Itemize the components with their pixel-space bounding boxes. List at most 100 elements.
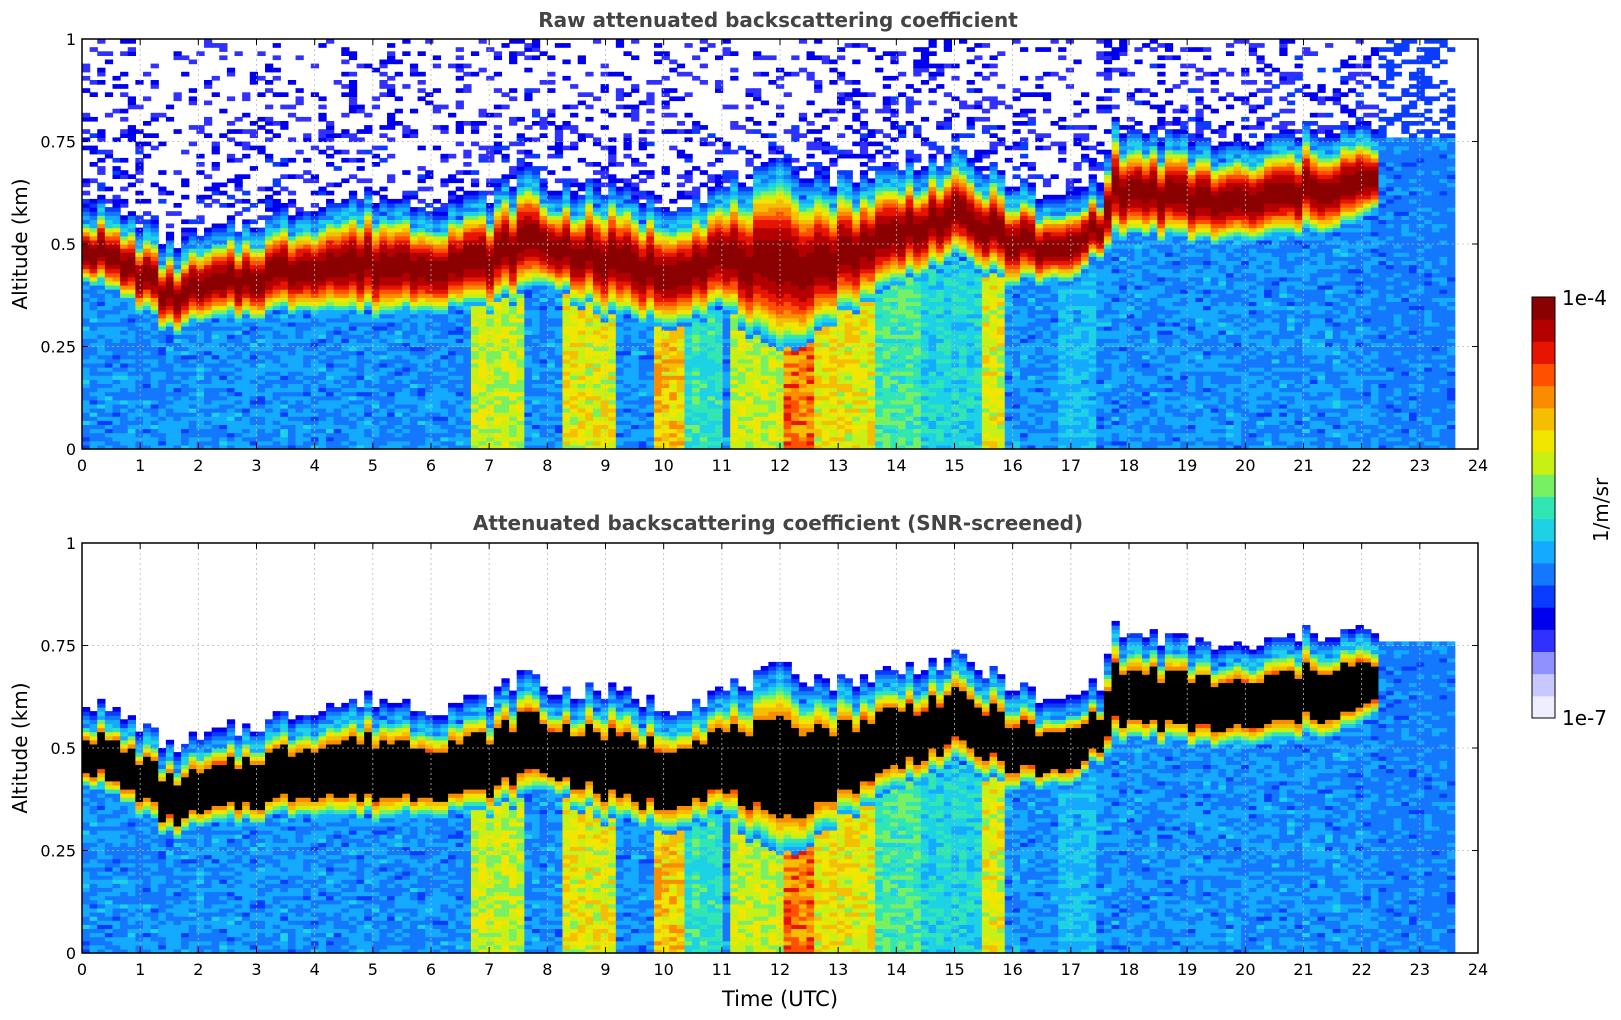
- heatmap-cell: [188, 100, 197, 106]
- heatmap-cell: [242, 129, 251, 134]
- heatmap-cell: [600, 207, 609, 212]
- heatmap-cell: [364, 408, 373, 413]
- heatmap-cell: [196, 313, 205, 319]
- heatmap-cell: [97, 80, 106, 85]
- heatmap-cell: [234, 248, 243, 253]
- heatmap-cell: [211, 334, 220, 339]
- heatmap-cell: [516, 248, 525, 253]
- heatmap-cell: [493, 149, 503, 155]
- heatmap-cell: [211, 367, 220, 372]
- heatmap-cell: [455, 276, 464, 282]
- heatmap-cell: [364, 387, 373, 393]
- heatmap-cell: [608, 362, 617, 368]
- heatmap-cell: [592, 317, 602, 323]
- heatmap-cell: [394, 276, 403, 282]
- heatmap-cell: [524, 166, 533, 171]
- heatmap-cell: [165, 285, 175, 290]
- heatmap-cell: [417, 297, 426, 302]
- heatmap-cell: [402, 440, 411, 446]
- heatmap-cell: [531, 420, 541, 425]
- heatmap-cell: [432, 239, 442, 245]
- heatmap-cell: [257, 367, 266, 372]
- heatmap-cell: [570, 350, 579, 356]
- heatmap-cell: [226, 178, 236, 184]
- heatmap-cell: [432, 297, 442, 302]
- heatmap-cell: [402, 420, 411, 425]
- heatmap-cell: [432, 215, 442, 220]
- heatmap-cell: [417, 178, 426, 184]
- heatmap-cell: [615, 248, 625, 253]
- heatmap-cell: [455, 379, 464, 384]
- heatmap-cell: [82, 367, 91, 372]
- heatmap-cell: [600, 383, 609, 389]
- heatmap-cell: [531, 354, 541, 360]
- heatmap-cell: [326, 416, 335, 421]
- heatmap-cell: [188, 219, 197, 225]
- heatmap-cell: [356, 252, 365, 257]
- heatmap-cell: [600, 219, 609, 225]
- heatmap-cell: [127, 313, 136, 319]
- heatmap-cell: [341, 305, 350, 311]
- heatmap-cell: [143, 260, 152, 266]
- heatmap-cell: [89, 428, 98, 434]
- heatmap-cell: [150, 272, 159, 278]
- heatmap-cell: [181, 379, 190, 384]
- heatmap-cell: [265, 268, 274, 274]
- heatmap-cell: [158, 350, 167, 356]
- heatmap-cell: [348, 399, 358, 405]
- heatmap-cell: [608, 149, 617, 155]
- heatmap-cell: [600, 125, 609, 130]
- heatmap-cell: [539, 379, 548, 384]
- heatmap-cell: [135, 145, 144, 151]
- heatmap-cell: [348, 350, 358, 356]
- heatmap-cell: [234, 330, 243, 335]
- heatmap-cell: [303, 362, 312, 368]
- heatmap-cell: [448, 301, 457, 307]
- heatmap-cell: [387, 223, 396, 229]
- heatmap-cell: [577, 280, 586, 286]
- heatmap-cell: [470, 383, 480, 389]
- heatmap-cell: [524, 408, 533, 413]
- heatmap-cell: [150, 231, 159, 237]
- heatmap-cell: [440, 338, 449, 343]
- heatmap-cell: [348, 88, 358, 93]
- heatmap-cell: [409, 399, 419, 405]
- heatmap-cell: [280, 231, 289, 237]
- heatmap-cell: [440, 125, 449, 130]
- heatmap-cell: [562, 321, 571, 327]
- heatmap-cell: [181, 231, 190, 237]
- heatmap-cell: [585, 383, 594, 389]
- heatmap-cell: [242, 297, 251, 302]
- heatmap-cell: [318, 186, 327, 192]
- heatmap-cell: [120, 317, 129, 323]
- heatmap-cell: [356, 223, 365, 229]
- heatmap-cell: [531, 387, 541, 393]
- heatmap-cell: [104, 186, 114, 192]
- heatmap-cell: [623, 367, 632, 372]
- heatmap-cell: [280, 420, 289, 425]
- heatmap-cell: [455, 104, 464, 110]
- heatmap-cell: [379, 309, 388, 315]
- heatmap-cell: [425, 211, 434, 216]
- heatmap-cell: [432, 244, 442, 249]
- heatmap-cell: [623, 379, 632, 384]
- heatmap-cell: [577, 248, 586, 253]
- heatmap-cell: [516, 227, 525, 233]
- heatmap-cell: [509, 186, 518, 192]
- heatmap-cell: [592, 416, 602, 421]
- heatmap-cell: [150, 223, 159, 229]
- heatmap-cell: [318, 383, 327, 389]
- heatmap-cell: [448, 203, 457, 208]
- heatmap-cell: [615, 371, 625, 376]
- heatmap-cell: [547, 440, 556, 446]
- heatmap-cell: [287, 354, 297, 360]
- heatmap-cell: [432, 260, 442, 266]
- heatmap-cell: [234, 408, 243, 413]
- heatmap-cell: [181, 71, 190, 77]
- heatmap-cell: [272, 182, 281, 188]
- heatmap-cell: [516, 260, 525, 266]
- heatmap-cell: [97, 362, 106, 368]
- heatmap-cell: [432, 293, 442, 298]
- heatmap-cell: [364, 346, 373, 352]
- heatmap-cell: [143, 301, 152, 307]
